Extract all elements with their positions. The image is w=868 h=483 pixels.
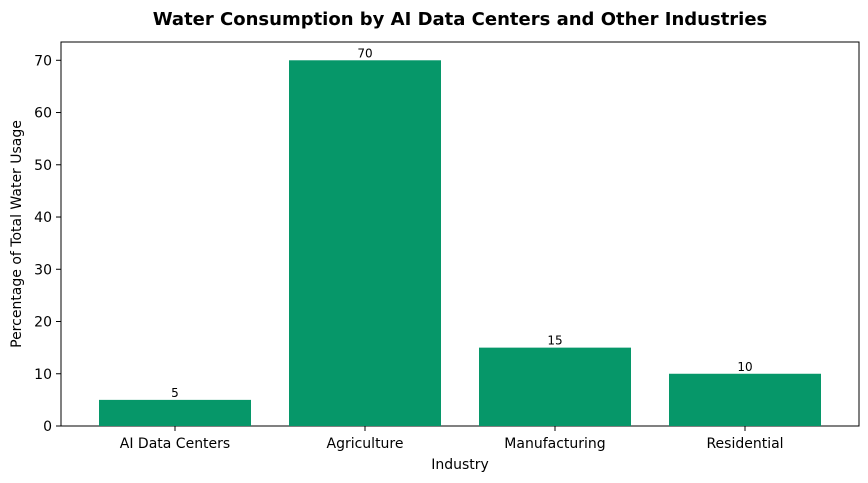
y-axis-ticks: 0 10 20 30 40 50 60 70 bbox=[34, 53, 61, 435]
y-axis-label: Percentage of Total Water Usage bbox=[9, 120, 25, 348]
chart-title: Water Consumption by AI Data Centers and… bbox=[153, 9, 768, 30]
plot-frame bbox=[60, 41, 860, 427]
y-tick-label: 50 bbox=[34, 158, 52, 174]
data-label-ai-data-centers: 5 bbox=[171, 386, 179, 400]
bar-agriculture bbox=[289, 60, 441, 427]
y-tick-label: 30 bbox=[34, 262, 52, 278]
y-tick-label: 40 bbox=[34, 210, 52, 226]
x-tick-label: AI Data Centers bbox=[120, 436, 230, 452]
bars-group bbox=[99, 60, 821, 427]
bar-residential bbox=[669, 373, 821, 426]
y-tick-label: 20 bbox=[34, 315, 52, 331]
bar-manufacturing bbox=[479, 347, 631, 426]
data-labels-group: 5 70 15 10 bbox=[171, 46, 752, 400]
y-tick-label: 60 bbox=[34, 106, 52, 122]
x-tick-label: Manufacturing bbox=[504, 436, 605, 452]
bar-ai-data-centers bbox=[99, 399, 251, 426]
data-label-agriculture: 70 bbox=[357, 46, 372, 60]
data-label-residential: 10 bbox=[737, 360, 752, 374]
data-label-manufacturing: 15 bbox=[547, 334, 562, 348]
x-axis-label: Industry bbox=[431, 457, 489, 473]
y-tick-label: 10 bbox=[34, 367, 52, 383]
x-tick-label: Residential bbox=[706, 436, 783, 452]
y-tick-label: 0 bbox=[43, 419, 52, 435]
x-axis-ticks: AI Data Centers Agriculture Manufacturing R… bbox=[120, 426, 784, 452]
x-tick-label: Agriculture bbox=[327, 436, 404, 452]
y-tick-label: 70 bbox=[34, 53, 52, 69]
